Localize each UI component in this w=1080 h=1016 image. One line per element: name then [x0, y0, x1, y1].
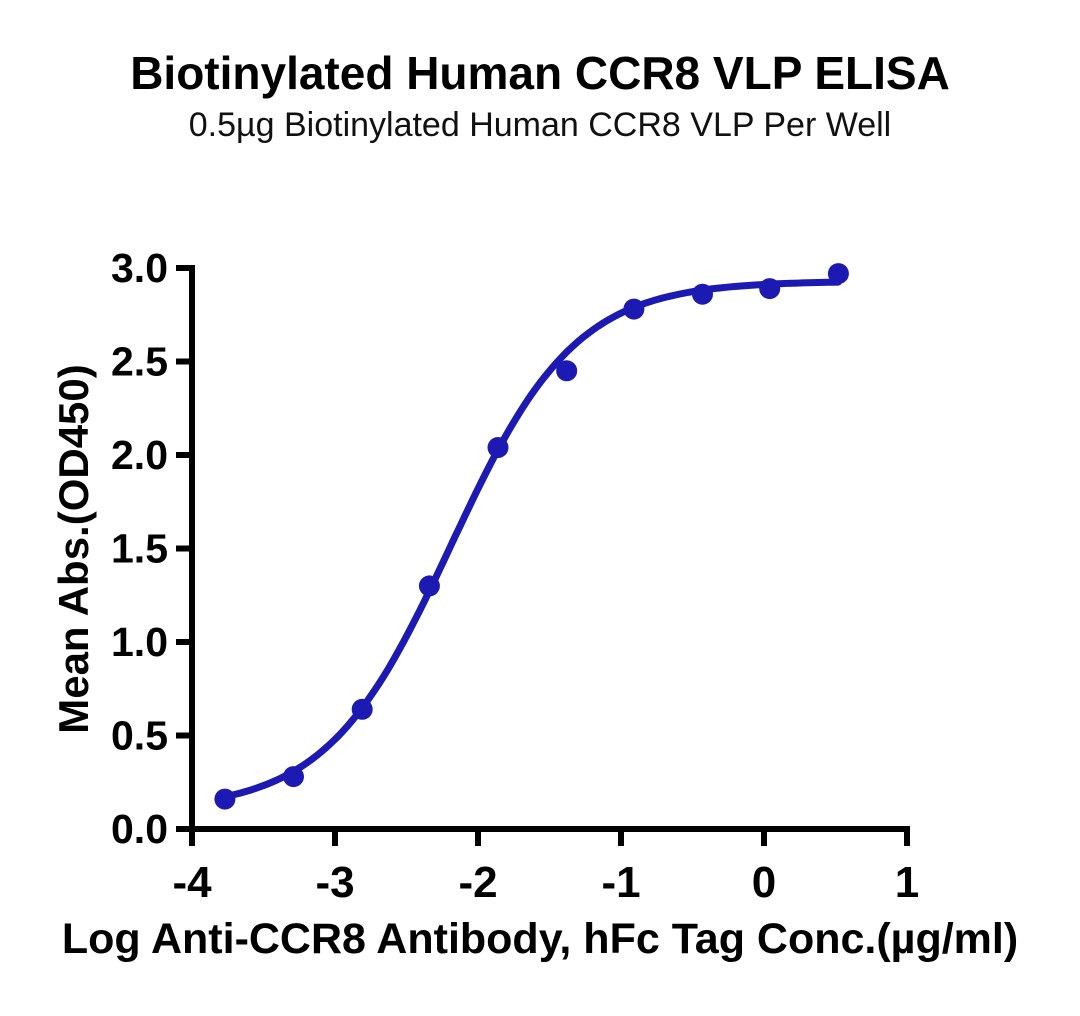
data-point: [418, 575, 440, 597]
y-tick-label: 0.0: [111, 806, 168, 852]
x-axis-title: Log Anti-CCR8 Antibody, hFc Tag Conc.(µg…: [61, 915, 1019, 963]
x-tick-label: -3: [315, 858, 354, 907]
data-point: [556, 360, 578, 382]
y-tick-label: 2.5: [111, 339, 168, 385]
data-point: [214, 788, 236, 810]
data-point: [283, 766, 304, 788]
axis-frame: [189, 265, 910, 832]
data-point: [759, 278, 781, 300]
data-point: [487, 437, 509, 458]
x-tick-label: 1: [895, 858, 919, 907]
y-tick-label: 0.5: [111, 713, 168, 759]
x-tick-label: -1: [601, 858, 640, 907]
y-tick-label: 2.0: [111, 432, 168, 478]
data-point: [351, 698, 373, 720]
y-axis-title: Mean Abs.(OD450): [50, 363, 97, 734]
y-axis-title-container: Mean Abs.(OD450): [0, 268, 148, 829]
x-tick-label: -4: [172, 858, 212, 907]
chart-subtitle: 0.5µg Biotinylated Human CCR8 VLP Per We…: [188, 106, 892, 144]
y-tick-label: 3.0: [111, 245, 168, 291]
y-tick-label: 1.5: [111, 526, 168, 572]
data-point: [623, 298, 645, 320]
x-tick-label: 0: [752, 858, 776, 907]
chart-title: Biotinylated Human CCR8 VLP ELISA: [130, 47, 950, 99]
y-tick-label: 1.0: [111, 619, 168, 665]
fit-curve: [221, 278, 842, 801]
data-point: [827, 263, 849, 285]
x-tick-label: -2: [458, 858, 497, 907]
data-point: [692, 283, 713, 305]
